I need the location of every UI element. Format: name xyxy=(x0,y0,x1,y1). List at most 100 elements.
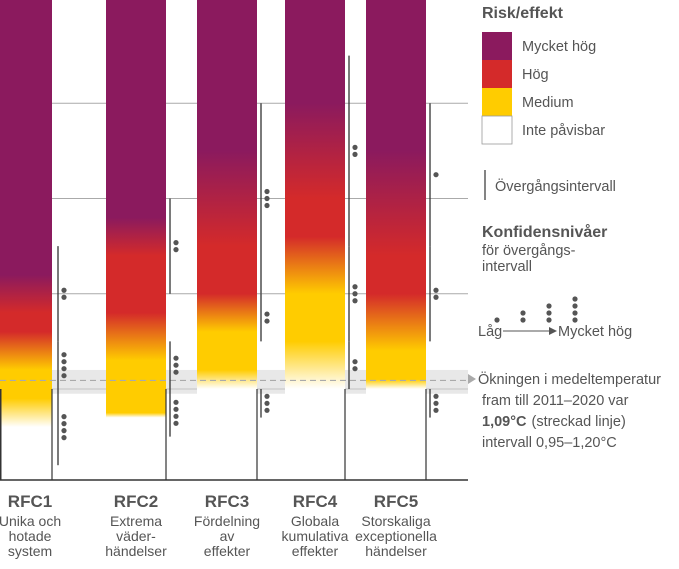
confidence-dot xyxy=(264,400,270,406)
confidence-dot xyxy=(61,414,67,420)
note-line-3: 1,09°C (streckad linje) xyxy=(482,414,626,430)
confidence-dot xyxy=(61,294,67,300)
confidence-dot xyxy=(61,359,67,365)
confidence-dots xyxy=(494,296,578,323)
confidence-dot xyxy=(264,393,270,399)
note-line-1: Ökningen i medeltemperatur xyxy=(478,370,661,388)
category-label-line: system xyxy=(8,543,52,559)
legend-label-undetectable: Inte påvisbar xyxy=(522,123,605,139)
confidence-dot xyxy=(61,352,67,358)
bar-rfc5 xyxy=(366,0,426,480)
bars xyxy=(0,0,427,480)
confidence-dot xyxy=(61,435,67,441)
confidence-dot xyxy=(352,359,358,365)
bar-rfc3 xyxy=(197,0,257,480)
note-pointer-icon xyxy=(468,374,476,384)
legend-swatch-medium xyxy=(482,88,512,116)
confidence-dot xyxy=(264,202,270,209)
category-code-rfc4: RFC4 xyxy=(293,492,338,511)
category-label-line: Unika och xyxy=(0,513,61,529)
confidence-dot xyxy=(264,188,270,195)
legend-label-very-high: Mycket hög xyxy=(522,39,596,55)
confidence-dot xyxy=(264,311,270,317)
legend: Risk/effekt Mycket hög Hög Medium Inte påvi… xyxy=(478,5,632,340)
confidence-dot xyxy=(61,428,67,434)
confidence-dot xyxy=(173,420,179,426)
confidence-dot xyxy=(264,195,270,202)
category-code-rfc5: RFC5 xyxy=(374,492,418,511)
confidence-dot xyxy=(264,407,270,413)
confidence-dot xyxy=(433,172,439,178)
legend-swatch-very-high xyxy=(482,32,512,60)
confidence-dot xyxy=(352,298,358,304)
legend-label-medium: Medium xyxy=(522,95,574,111)
confidence-dot xyxy=(173,247,179,253)
observed-warming-note: Ökningen i medeltemperatur fram till 201… xyxy=(468,370,661,451)
confidence-subtitle-1: för övergångs- xyxy=(482,243,576,259)
confidence-dot xyxy=(61,421,67,427)
confidence-dot xyxy=(173,406,179,412)
confidence-legend-dot xyxy=(572,317,578,323)
confidence-dot xyxy=(433,294,439,300)
confidence-dot xyxy=(352,291,358,297)
confidence-dot xyxy=(173,240,179,246)
confidence-dot xyxy=(352,284,358,290)
category-label-line: Storskaliga xyxy=(361,513,430,529)
category-label-line: av xyxy=(220,528,235,544)
confidence-dot xyxy=(173,369,179,375)
confidence-dot xyxy=(61,373,67,379)
legend-swatch-high xyxy=(482,60,512,88)
confidence-title: Konfidensnivåer xyxy=(482,223,607,241)
confidence-dot xyxy=(61,366,67,372)
confidence-dot xyxy=(61,287,67,293)
confidence-dot xyxy=(264,318,270,324)
category-label-line: Fördelning xyxy=(194,513,260,529)
confidence-dot xyxy=(352,144,358,150)
plot-area xyxy=(0,0,468,481)
category-code-rfc3: RFC3 xyxy=(205,492,249,511)
category-label-line: effekter xyxy=(204,543,251,559)
confidence-legend-dot xyxy=(572,303,578,309)
confidence-high-label: Mycket hög xyxy=(558,324,632,340)
confidence-dot xyxy=(352,151,358,157)
confidence-dot xyxy=(433,407,439,413)
bar-rfc4 xyxy=(285,0,345,480)
confidence-arrow-head xyxy=(549,327,557,335)
confidence-dot xyxy=(173,413,179,419)
confidence-dot xyxy=(173,355,179,361)
category-label-line: Extrema xyxy=(110,513,162,529)
note-line-4: intervall 0,95–1,20°C xyxy=(482,435,617,451)
note-dashed-text: (streckad linje) xyxy=(532,414,626,430)
category-label-line: hotade xyxy=(9,528,52,544)
transition-intervals xyxy=(57,55,439,466)
confidence-subtitle-2: intervall xyxy=(482,259,532,275)
confidence-dot xyxy=(173,362,179,368)
confidence-legend-dot xyxy=(572,310,578,316)
confidence-legend-dot xyxy=(494,317,500,323)
confidence-legend-dot xyxy=(546,317,552,323)
confidence-dot xyxy=(433,400,439,406)
legend-label-high: Hög xyxy=(522,67,549,83)
category-label-line: händelser xyxy=(105,543,167,559)
legend-levels: Mycket hög Hög Medium Inte påvisbar xyxy=(481,32,605,145)
bar-rfc1 xyxy=(0,0,52,480)
category-label-line: väder- xyxy=(116,528,156,544)
legend-transition-label: Övergångsintervall xyxy=(495,177,616,195)
category-label-line: exceptionella xyxy=(355,528,437,544)
note-value: 1,09°C xyxy=(482,414,527,430)
confidence-dot xyxy=(433,287,439,293)
category-label-line: kumulativa xyxy=(282,528,349,544)
category-label-line: Globala xyxy=(291,513,339,529)
confidence-legend-dot xyxy=(546,310,552,316)
confidence-legend-dot xyxy=(572,296,578,302)
category-code-rfc2: RFC2 xyxy=(114,492,158,511)
confidence-low-label: Låg xyxy=(478,324,502,340)
confidence-legend-dot xyxy=(520,317,526,323)
bar-rfc2 xyxy=(106,0,166,480)
confidence-dot xyxy=(352,366,358,372)
confidence-legend-dot xyxy=(546,303,552,309)
category-code-rfc1: RFC1 xyxy=(8,492,52,511)
confidence-dot xyxy=(173,399,179,405)
